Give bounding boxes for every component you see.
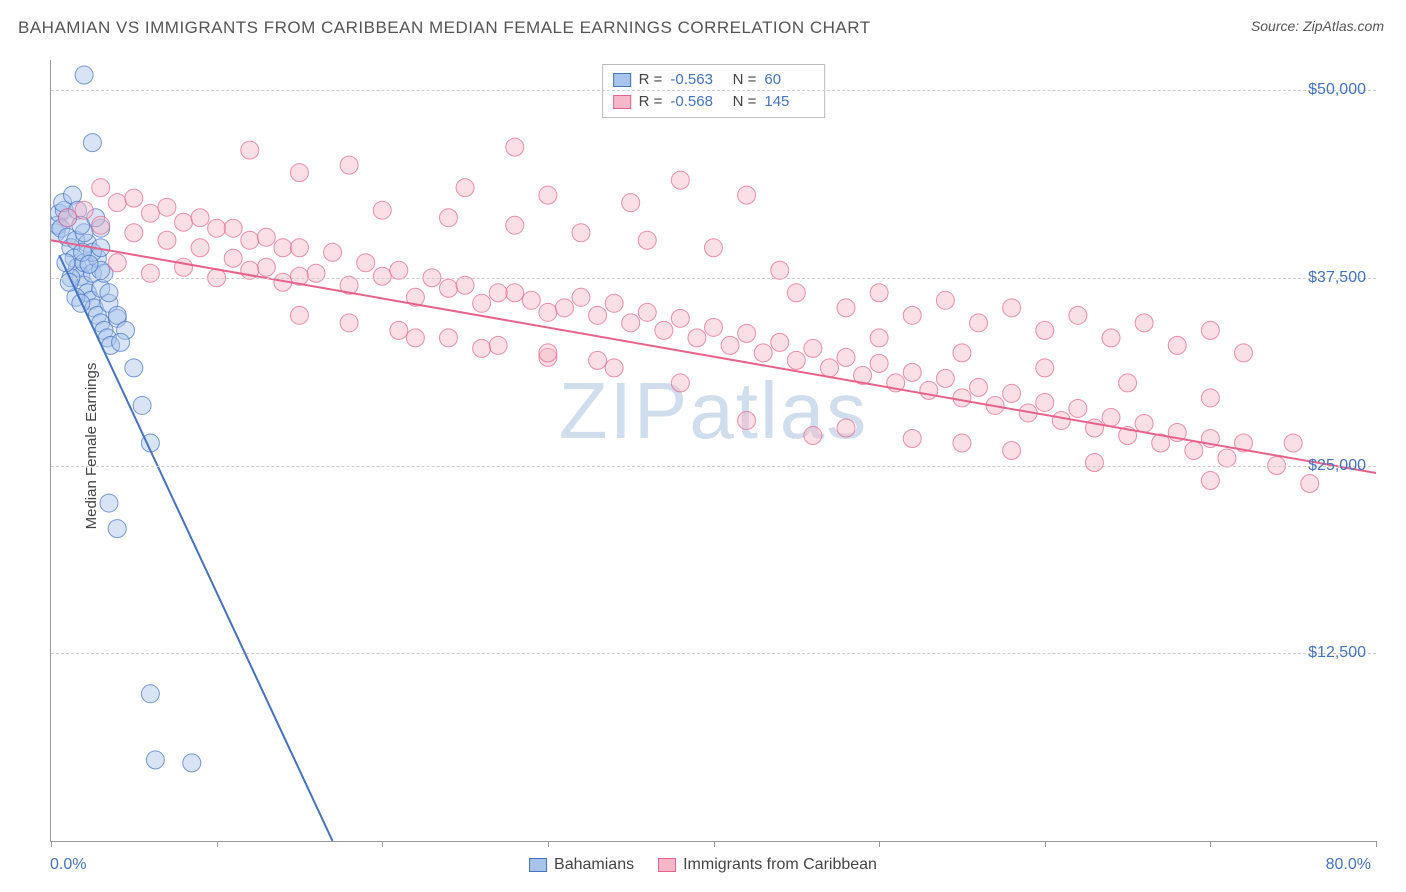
y-tick-label: $37,500: [1308, 269, 1366, 287]
watermark: ZIPatlas: [559, 365, 868, 457]
scatter-svg: [51, 60, 1376, 841]
source-citation: Source: ZipAtlas.com: [1251, 18, 1384, 34]
swatch-bahamians: [613, 73, 631, 87]
x-axis-min-label: 0.0%: [50, 856, 86, 874]
y-tick-label: $12,500: [1308, 644, 1366, 662]
plot-area: ZIPatlas R = -0.563 N = 60 R = -0.568 N …: [50, 60, 1376, 842]
y-tick-label: $25,000: [1308, 457, 1366, 475]
x-axis-max-label: 80.0%: [1326, 856, 1371, 874]
legend-item-bahamians: Bahamians: [529, 856, 634, 874]
swatch-icon: [658, 858, 676, 872]
n-label: N =: [728, 91, 756, 113]
series-legend: Bahamians Immigrants from Caribbean: [529, 856, 877, 874]
swatch-icon: [529, 858, 547, 872]
r-value-caribbean: -0.568: [670, 91, 720, 113]
r-value-bahamians: -0.563: [670, 69, 720, 91]
y-tick-label: $50,000: [1308, 81, 1366, 99]
n-value-bahamians: 60: [764, 69, 814, 91]
n-label: N =: [728, 69, 756, 91]
legend-item-caribbean: Immigrants from Caribbean: [658, 856, 877, 874]
legend-label: Bahamians: [554, 856, 634, 874]
stats-row-caribbean: R = -0.568 N = 145: [613, 91, 815, 113]
r-label: R =: [639, 69, 663, 91]
stats-row-bahamians: R = -0.563 N = 60: [613, 69, 815, 91]
n-value-caribbean: 145: [764, 91, 814, 113]
chart-title: BAHAMIAN VS IMMIGRANTS FROM CARIBBEAN ME…: [18, 18, 871, 38]
legend-label: Immigrants from Caribbean: [683, 856, 877, 874]
r-label: R =: [639, 91, 663, 113]
swatch-caribbean: [613, 95, 631, 109]
